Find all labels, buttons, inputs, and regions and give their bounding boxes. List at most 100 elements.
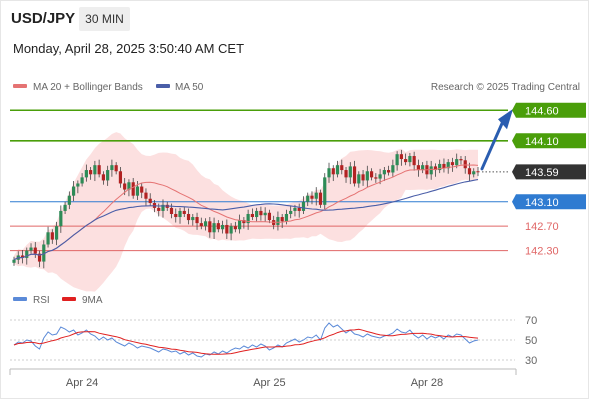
rsi-level-label-50: 50 (525, 335, 537, 347)
candle-body (148, 198, 152, 203)
candle-body (455, 159, 459, 166)
rsi-legend-swatch (13, 297, 27, 301)
candle-body (186, 213, 191, 221)
candle-body (203, 221, 208, 227)
rsi-legend: RSI 9MA (13, 295, 103, 306)
pivot-tag-143.10: 143.10 (525, 197, 559, 209)
candle-body (280, 217, 284, 222)
ma20-legend-swatch (13, 84, 27, 88)
candle-body (284, 213, 289, 222)
ma20-legend-label: MA 20 + Bollinger Bands (33, 82, 143, 93)
candle-body (50, 232, 54, 240)
candle-body (472, 171, 476, 175)
resistance-tag-144.10: 144.10 (525, 136, 559, 148)
candle-body (63, 204, 67, 211)
candle-body (327, 168, 331, 178)
candle-body (289, 210, 293, 214)
candle-body (399, 154, 403, 160)
candle-body (46, 232, 50, 245)
rsi-legend-label: RSI (33, 295, 50, 306)
candle-body (331, 168, 335, 175)
candle-body (433, 166, 438, 171)
candle-body (195, 217, 199, 224)
bollinger-band (14, 132, 478, 292)
candle-body (89, 170, 93, 175)
candle-body (97, 165, 101, 175)
candle-body (387, 170, 391, 173)
resistance-tag-144.10-box (512, 133, 586, 149)
candle-body (33, 247, 37, 254)
candle-body (84, 170, 88, 178)
candle-body (110, 165, 114, 171)
candle-body (114, 165, 118, 172)
candle-body (467, 168, 472, 175)
candle-body (416, 165, 421, 171)
candle-body (20, 255, 25, 258)
candle-body (37, 253, 42, 262)
candle-body (140, 186, 144, 193)
candle-body (408, 156, 412, 163)
candle-body (404, 159, 408, 163)
candle-body (242, 220, 246, 224)
candle-body (323, 177, 327, 205)
candle-body (310, 195, 314, 199)
projection-arrow (480, 119, 505, 171)
timeframe-badge[interactable]: 30 MIN (79, 7, 130, 31)
candle-body (259, 210, 263, 216)
current-tag-143.59: 143.59 (525, 167, 559, 179)
x-tick-label: Apr 25 (253, 377, 285, 389)
candle-body (267, 212, 272, 221)
candle-body (395, 154, 399, 166)
candle-body (118, 171, 123, 184)
candle-body (144, 192, 148, 199)
candle-body (25, 250, 29, 258)
x-tick-label: Apr 24 (66, 377, 98, 389)
candle-body (446, 162, 450, 169)
candle-body (93, 165, 97, 175)
candle-body (131, 182, 135, 196)
candle-body (157, 207, 161, 211)
candle-body (208, 221, 212, 233)
timestamp: Monday, April 28, 2025 3:50:40 AM CET (13, 41, 245, 56)
candle-body (229, 226, 233, 234)
support-tag-142.30: 142.30 (525, 246, 559, 258)
current-tag-143.59-box (512, 164, 586, 180)
main-legend: MA 20 + Bollinger Bands MA 50 Research ©… (13, 82, 580, 93)
rsi-level-label-70: 70 (525, 315, 537, 327)
candle-body (54, 226, 59, 240)
candle-body (182, 210, 186, 214)
candle-body (216, 223, 220, 230)
candle-body (335, 165, 340, 175)
candle-body (263, 212, 267, 216)
candle-body (476, 171, 480, 173)
candle-body (199, 223, 203, 227)
credit-text: Research © 2025 Trading Central (431, 82, 580, 93)
candle-body (306, 195, 310, 202)
candle-body (348, 166, 352, 178)
candle-body (361, 174, 365, 181)
candle-body (421, 165, 425, 171)
candle-body (293, 207, 297, 211)
candle-body (71, 186, 76, 196)
candle-body (135, 186, 140, 196)
candle-body (459, 159, 463, 161)
candle-body (391, 165, 395, 173)
ma50-line (13, 178, 479, 261)
rsi-ma-line (13, 328, 479, 355)
candle-body (442, 163, 446, 169)
candle-body (314, 192, 318, 199)
candle-body (450, 162, 455, 166)
x-tick-label: Apr 28 (411, 377, 443, 389)
candle-body (76, 183, 80, 187)
candle-body (178, 210, 182, 218)
candle-body (429, 166, 433, 175)
support-tag-142.70: 142.70 (525, 221, 559, 233)
rsi-ma-legend-label: 9MA (82, 295, 103, 306)
candle-body (212, 223, 216, 233)
rsi-level-label-30: 30 (525, 355, 537, 367)
candle-body (438, 163, 442, 171)
candle-body (220, 224, 225, 230)
candle-body (250, 213, 254, 218)
candle-body (101, 174, 105, 181)
